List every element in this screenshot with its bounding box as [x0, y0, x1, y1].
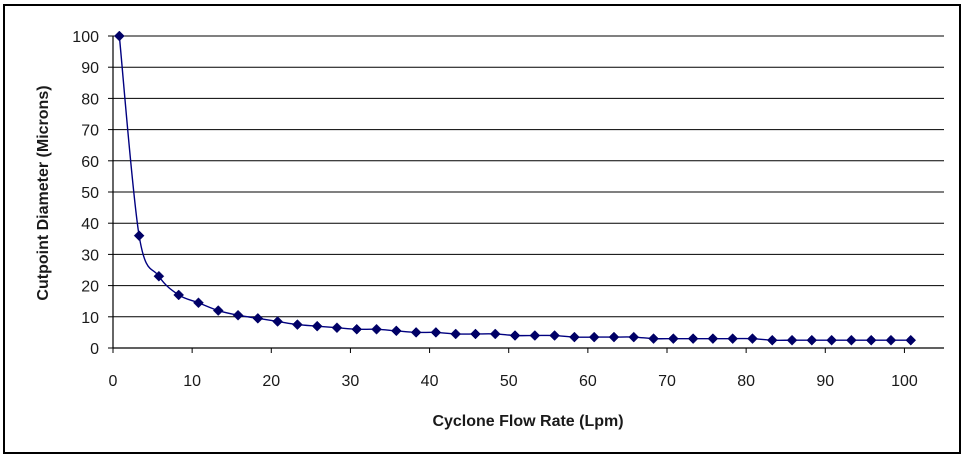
data-point-marker — [489, 328, 501, 340]
x-axis-title: Cyclone Flow Rate (Lpm) — [432, 413, 623, 430]
data-point-marker — [529, 330, 541, 341]
data-point-marker — [687, 333, 699, 344]
data-point-marker — [569, 331, 580, 343]
y-tick-label: 20 — [81, 279, 99, 296]
data-point-marker — [252, 313, 264, 324]
data-point-marker — [727, 333, 739, 344]
y-tick-label: 90 — [81, 60, 99, 77]
data-point-marker — [648, 333, 659, 344]
data-point-marker — [608, 331, 620, 343]
data-point-marker — [292, 319, 303, 330]
y-tick-label: 30 — [81, 247, 99, 264]
x-tick-label: 0 — [109, 373, 118, 390]
y-tick-label: 60 — [81, 154, 99, 171]
data-point-marker — [747, 333, 758, 344]
x-tick-label: 100 — [891, 373, 918, 390]
data-point-marker — [707, 333, 719, 344]
y-axis-title: Cutpoint Diameter (Microns) — [35, 85, 52, 300]
data-point-marker — [390, 325, 402, 337]
data-point-marker — [232, 309, 244, 321]
data-point-marker — [351, 323, 363, 335]
data-point-marker — [133, 230, 145, 242]
x-tick-label: 40 — [421, 373, 439, 390]
x-tick-label: 50 — [500, 373, 518, 390]
data-point-marker — [113, 30, 125, 42]
chart-border — [3, 4, 961, 454]
axes — [108, 35, 944, 353]
x-tick-label: 70 — [658, 373, 676, 390]
data-point-marker — [371, 323, 382, 335]
data-point-marker — [430, 327, 442, 338]
y-tick-label: 80 — [81, 91, 99, 108]
data-point-marker — [786, 334, 798, 346]
data-point-marker — [509, 330, 521, 341]
data-point-marker — [588, 331, 600, 343]
x-tick-label: 20 — [262, 373, 280, 390]
data-point-marker — [826, 334, 837, 346]
data-point-marker — [331, 322, 343, 334]
data-point-marker — [885, 334, 897, 346]
data-point-marker — [846, 334, 857, 346]
data-point-marker — [667, 333, 679, 344]
data-point-marker — [272, 316, 283, 327]
y-tick-label: 70 — [81, 123, 99, 140]
tick-labels: 0 10 20 30 40 50 60 70 80 90 100 0 10 20 30 40 50 60 70 80 9… — [72, 29, 918, 390]
y-tick-label: 10 — [81, 310, 99, 327]
data-point-marker — [193, 297, 204, 309]
data-point-marker — [470, 328, 481, 340]
data-point-marker — [311, 320, 323, 332]
data-point-marker — [628, 331, 640, 343]
data-point-marker — [410, 327, 422, 338]
data-point-marker — [766, 334, 778, 346]
y-tick-label: 100 — [72, 29, 99, 46]
data-point-marker — [173, 289, 185, 301]
data-point-marker — [806, 334, 818, 346]
x-tick-label: 60 — [579, 373, 597, 390]
data-point-marker — [865, 334, 877, 346]
data-point-marker — [153, 270, 165, 282]
x-tick-label: 90 — [816, 373, 834, 390]
data-point-marker — [905, 334, 917, 346]
data-point-marker — [212, 305, 224, 316]
data-series — [113, 30, 917, 346]
y-tick-label: 0 — [90, 341, 99, 358]
data-point-marker — [549, 330, 560, 341]
x-tick-label: 30 — [342, 373, 360, 390]
x-tick-label: 10 — [183, 373, 201, 390]
x-tick-label: 80 — [737, 373, 755, 390]
y-tick-label: 40 — [81, 216, 99, 233]
y-tick-label: 50 — [81, 185, 99, 202]
data-point-marker — [450, 328, 462, 340]
